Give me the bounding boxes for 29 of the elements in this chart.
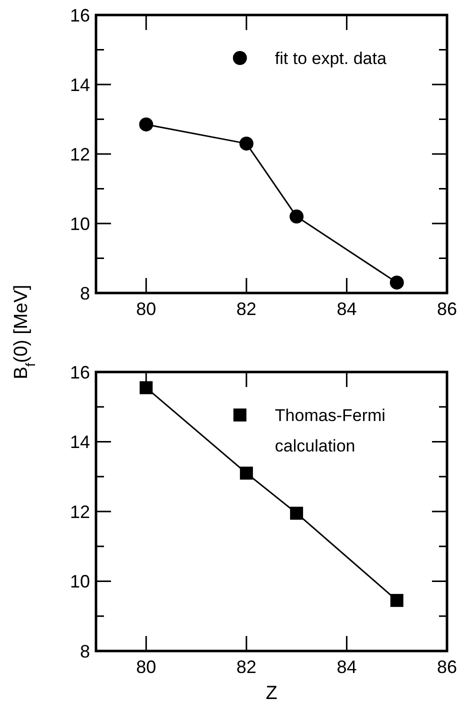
legend-label: fit to expt. data xyxy=(274,48,387,68)
point xyxy=(239,136,254,151)
point xyxy=(290,506,304,520)
y-tick-label: 10 xyxy=(70,214,90,234)
y-tick-label: 10 xyxy=(70,572,90,592)
y-tick-label: 14 xyxy=(70,432,90,452)
point xyxy=(390,594,404,607)
x-tick-label: 84 xyxy=(336,657,357,677)
y-tick-label: 12 xyxy=(70,144,90,164)
x-tick-label: 86 xyxy=(436,299,458,319)
point xyxy=(240,466,253,480)
y-tick-label: 8 xyxy=(80,641,90,662)
y-tick-label: 16 xyxy=(70,5,90,26)
x-tick-label: 80 xyxy=(136,299,156,319)
x-axis-title: Z xyxy=(266,683,278,704)
x-tick-label: 84 xyxy=(336,299,357,319)
point xyxy=(290,210,304,224)
point xyxy=(139,117,154,132)
point xyxy=(390,276,404,290)
legend-label: Thomas-Fermi calculation xyxy=(274,406,386,456)
x-tick-label: 86 xyxy=(436,657,458,677)
x-tick-label: 82 xyxy=(236,657,256,677)
y-tick-label: 16 xyxy=(70,362,90,382)
x-tick-label: 82 xyxy=(236,299,256,319)
x-tick-label: 80 xyxy=(136,657,156,677)
y-tick-label: 14 xyxy=(70,74,90,95)
y-tick-label: 12 xyxy=(70,502,90,522)
y-tick-label: 8 xyxy=(80,283,90,304)
point xyxy=(140,381,153,394)
